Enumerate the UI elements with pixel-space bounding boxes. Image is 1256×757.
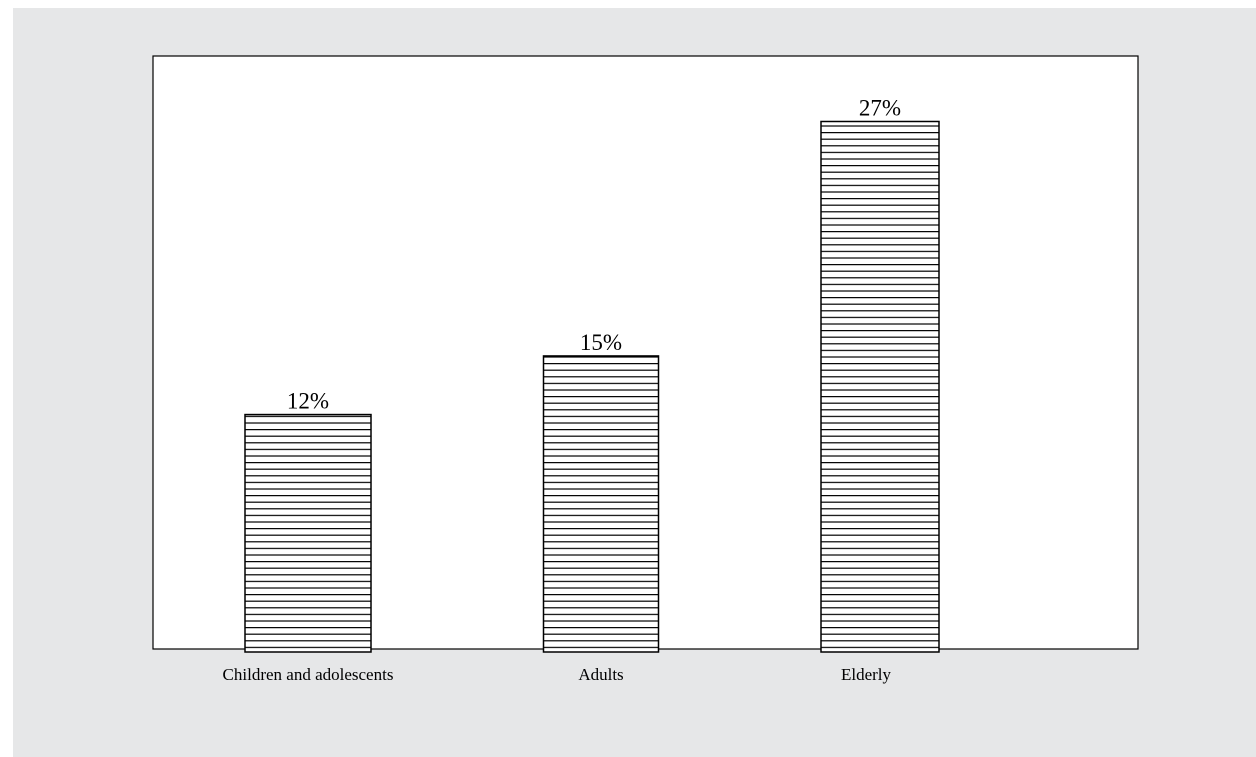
data-label-children-and-adolescents: 12% — [287, 389, 329, 414]
category-label-elderly: Elderly — [841, 665, 892, 684]
category-label-children-and-adolescents: Children and adolescents — [223, 665, 394, 684]
data-label-elderly: 27% — [859, 95, 901, 120]
bar-children-and-adolescents — [244, 413, 372, 653]
bar-elderly — [820, 120, 940, 653]
bars-group: 12% Children and adolescents 15% Adults 27% E… — [223, 95, 940, 684]
bar-adults — [542, 355, 660, 653]
data-label-adults: 15% — [580, 330, 622, 355]
category-label-adults: Adults — [578, 665, 623, 684]
